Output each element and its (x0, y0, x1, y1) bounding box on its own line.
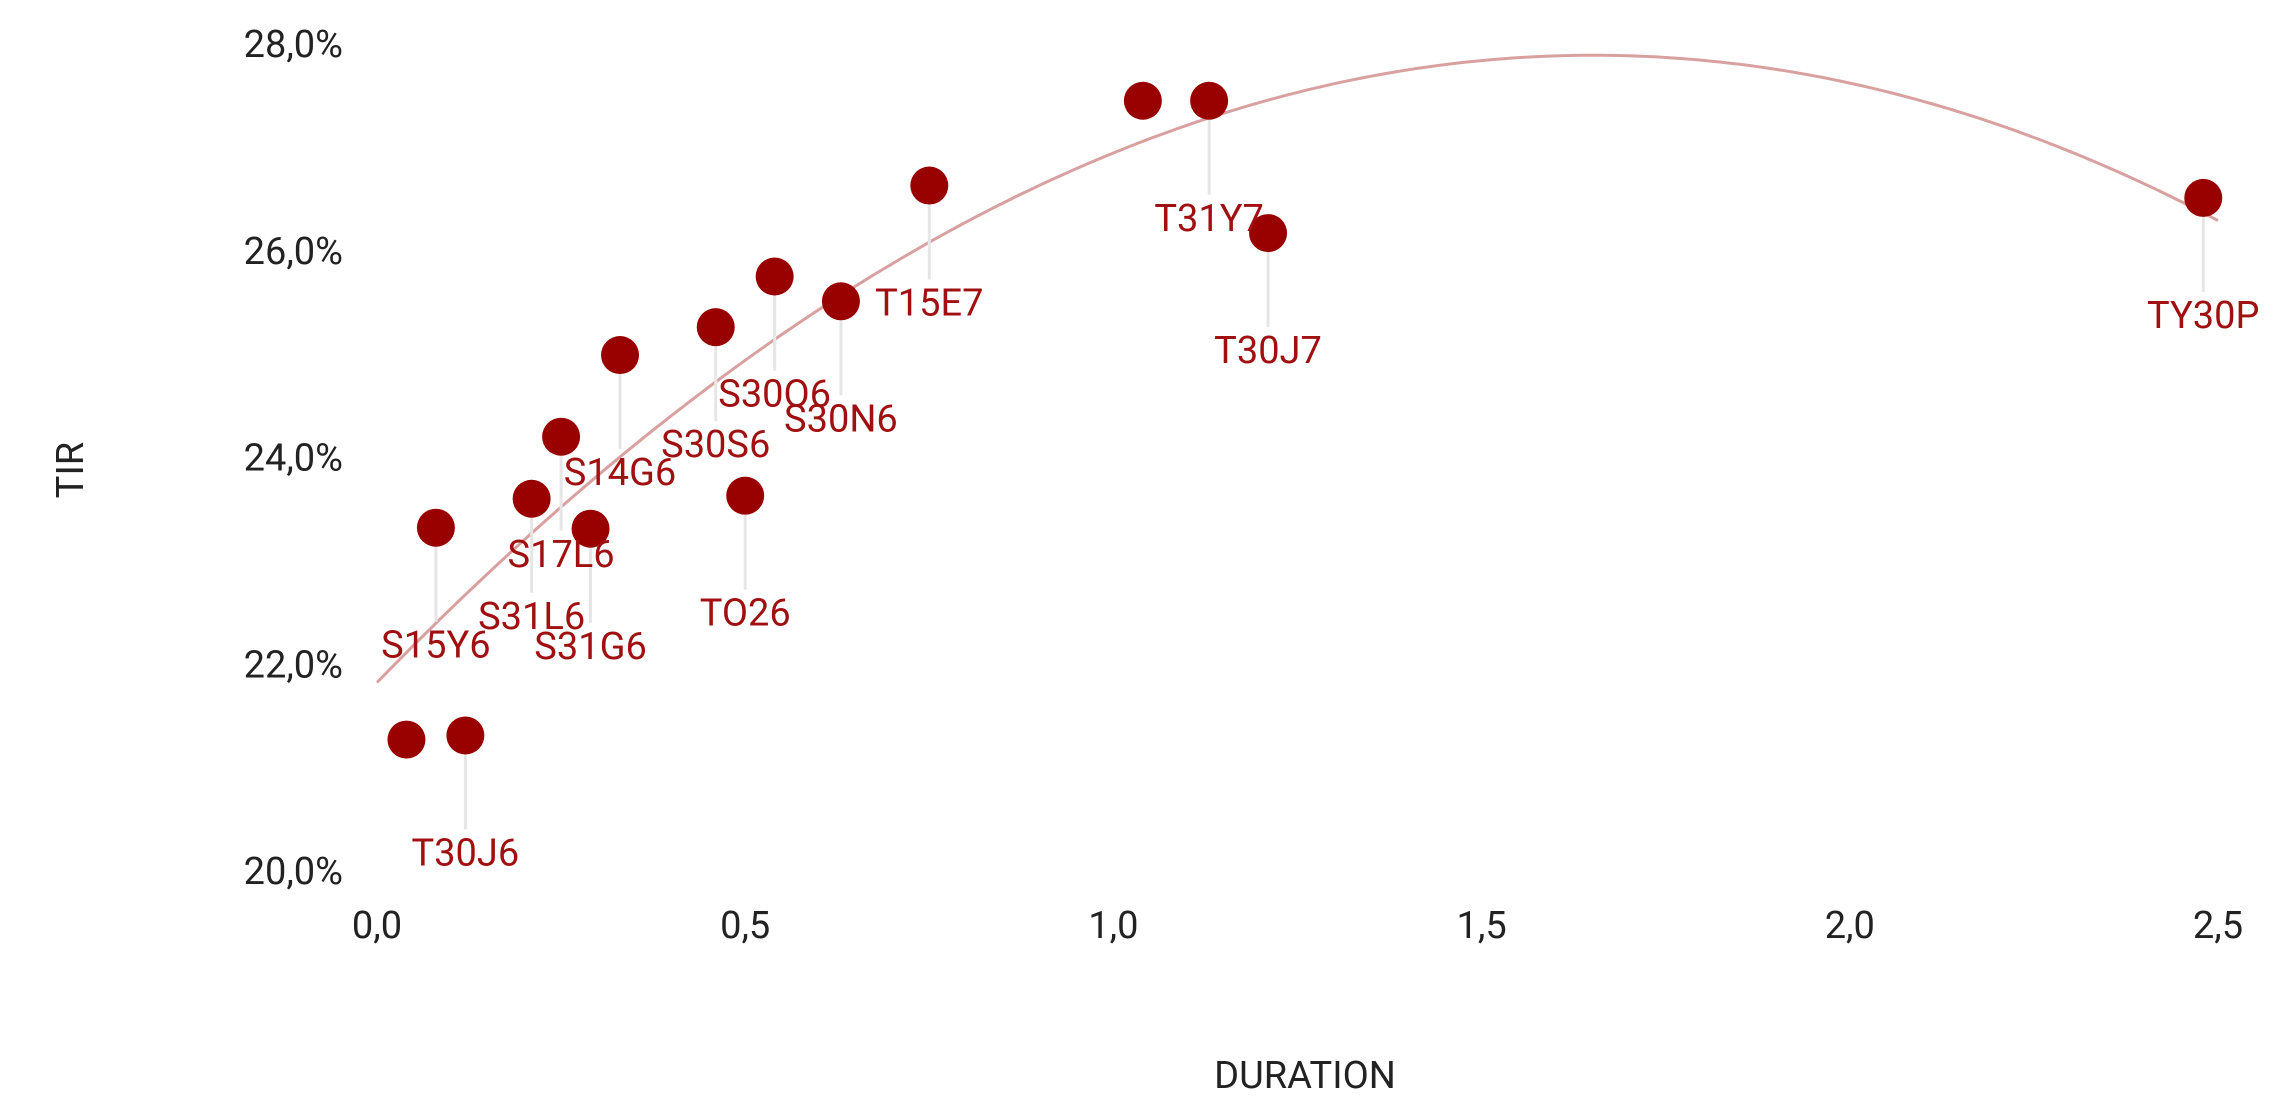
y-tick-label: 24,0% (244, 437, 343, 481)
point (755, 257, 794, 296)
x-tick-label: 2,0 (1825, 904, 1875, 948)
point (601, 336, 640, 375)
x-tick-label: 2,5 (2193, 904, 2243, 948)
point (416, 508, 455, 547)
point-label: TO26 (700, 592, 791, 636)
y-tick-label: 20,0% (244, 850, 343, 894)
x-tick-label: 0,0 (352, 904, 402, 948)
point (2184, 178, 2223, 217)
point (1190, 81, 1229, 120)
point-label: TY30P (2147, 294, 2259, 338)
point (910, 166, 949, 205)
point (542, 417, 581, 456)
y-tick-label: 22,0% (244, 643, 343, 687)
point-label: T30J6 (412, 832, 520, 876)
point-label: T30J7 (1214, 329, 1322, 373)
y-tick-label: 26,0% (244, 230, 343, 274)
point-label: S31L6 (478, 595, 585, 639)
point (821, 282, 860, 321)
point-label: T15E7 (875, 282, 983, 326)
point-label: S30N6 (784, 397, 898, 441)
point (726, 476, 765, 515)
x-axis-title: DURATION (1214, 1054, 1396, 1098)
point (696, 308, 735, 347)
point-label: T31Y7 (1154, 197, 1264, 241)
point-label: S17L6 (508, 533, 615, 577)
point-label: S15Y6 (381, 624, 490, 668)
point-label: S30S6 (661, 423, 770, 467)
point (1123, 81, 1162, 120)
point-label: S30O6 (718, 373, 831, 417)
point (387, 720, 426, 759)
point-label: S31G6 (534, 625, 647, 669)
trend-line (375, 53, 2219, 684)
point (571, 509, 610, 548)
point (1249, 214, 1288, 253)
y-axis-title: TIR (49, 442, 93, 498)
x-tick-label: 1,0 (1088, 904, 1138, 948)
point (446, 716, 485, 755)
point (512, 479, 551, 518)
x-tick-label: 1,5 (1456, 904, 1506, 948)
y-tick-label: 28,0% (244, 23, 343, 67)
x-tick-label: 0,5 (720, 904, 770, 948)
point-label: S14G6 (564, 451, 677, 495)
